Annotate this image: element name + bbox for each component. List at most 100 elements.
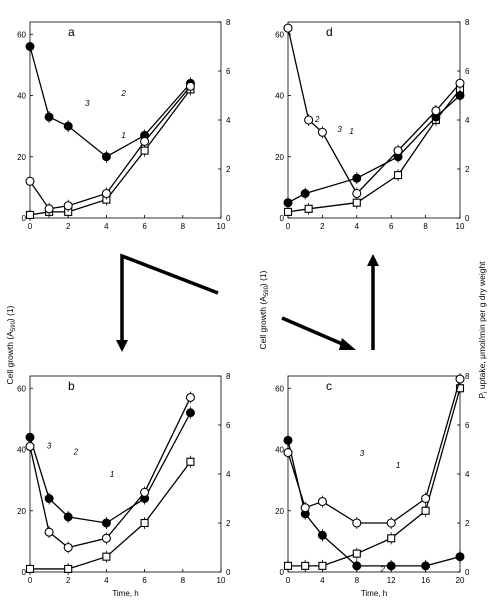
data-point bbox=[283, 23, 293, 33]
data-point bbox=[317, 530, 327, 540]
y-tick-label: 40 bbox=[17, 92, 26, 101]
y-right-tick-label: 2 bbox=[226, 165, 231, 174]
data-point bbox=[386, 518, 396, 528]
data-point bbox=[186, 457, 195, 466]
data-point bbox=[25, 42, 35, 51]
y-right-tick-label: 2 bbox=[226, 519, 231, 528]
x-tick-label: 6 bbox=[142, 576, 147, 585]
y-tick-label: 20 bbox=[17, 153, 26, 162]
series-2 bbox=[283, 434, 465, 572]
y-right-tick-label: 4 bbox=[226, 116, 231, 125]
data-point bbox=[352, 173, 362, 183]
x-tick-label: 16 bbox=[421, 576, 430, 585]
curve-label: 3 bbox=[47, 441, 52, 450]
curve-label: 1 bbox=[110, 470, 114, 479]
y-tick-label: 60 bbox=[275, 384, 284, 393]
data-point bbox=[421, 561, 431, 571]
panel-label: a bbox=[68, 25, 75, 39]
x-tick-label: 0 bbox=[286, 576, 291, 585]
y-tick-label: 60 bbox=[275, 30, 284, 39]
data-point bbox=[185, 408, 195, 418]
y-right-tick-label: 8 bbox=[226, 18, 231, 27]
y-right-tick-label: 8 bbox=[226, 372, 231, 381]
series-2 bbox=[25, 40, 195, 163]
x-tick-label: 4 bbox=[355, 222, 360, 231]
series-line bbox=[29, 46, 191, 158]
y-right-tick-label: 6 bbox=[226, 421, 231, 430]
x-tick-label: 0 bbox=[28, 576, 33, 585]
series-line bbox=[29, 397, 192, 549]
x-tick-label: 0 bbox=[286, 222, 291, 231]
y-tick-label: 20 bbox=[17, 507, 26, 516]
data-point bbox=[283, 448, 293, 458]
x-tick-label: 10 bbox=[217, 222, 226, 231]
y-right-tick-label: 6 bbox=[465, 67, 470, 76]
y-right-tick-label: 0 bbox=[226, 568, 231, 577]
series-line bbox=[29, 85, 191, 210]
series-1 bbox=[283, 382, 465, 572]
panel-label: d bbox=[326, 25, 333, 39]
y-tick-label: 0 bbox=[280, 214, 285, 223]
series-line bbox=[29, 412, 192, 524]
x-tick-label: 0 bbox=[28, 222, 33, 231]
data-point bbox=[63, 201, 73, 211]
x-tick-label: 20 bbox=[456, 576, 465, 585]
y-right-tick-label: 2 bbox=[465, 165, 470, 174]
data-point bbox=[44, 204, 54, 214]
x-tick-label: 8 bbox=[181, 222, 186, 231]
x-tick-label: 6 bbox=[389, 222, 394, 231]
y-tick-label: 0 bbox=[22, 568, 27, 577]
y-tick-label: 20 bbox=[275, 153, 284, 162]
y-right-tick-label: 6 bbox=[465, 421, 470, 430]
curve-label: 1 bbox=[121, 131, 125, 140]
plot-frame bbox=[29, 21, 222, 219]
data-point bbox=[44, 527, 54, 537]
arrow-to-b-head bbox=[116, 340, 128, 352]
y-tick-label: 40 bbox=[17, 446, 26, 455]
data-point bbox=[63, 121, 73, 131]
y-tick-label: 60 bbox=[17, 384, 26, 393]
series-1 bbox=[283, 83, 465, 218]
data-point bbox=[352, 198, 361, 207]
arrow-to-c bbox=[281, 316, 348, 348]
data-point bbox=[455, 91, 465, 100]
data-point bbox=[300, 503, 310, 513]
x-tick-label: 10 bbox=[456, 222, 465, 231]
series-line bbox=[288, 388, 461, 567]
data-point bbox=[140, 136, 150, 146]
y-tick-label: 0 bbox=[280, 568, 285, 577]
data-point bbox=[283, 561, 293, 570]
data-point bbox=[25, 210, 35, 219]
data-point bbox=[102, 552, 111, 561]
series-2 bbox=[25, 406, 195, 529]
data-point bbox=[300, 189, 310, 198]
data-point bbox=[421, 493, 431, 504]
x-tick-label: 8 bbox=[355, 576, 360, 585]
curve-label: 1 bbox=[349, 127, 353, 136]
y-tick-label: 60 bbox=[17, 30, 26, 39]
data-point bbox=[455, 78, 465, 88]
y-right-tick-label: 4 bbox=[226, 470, 231, 479]
data-point bbox=[101, 152, 111, 162]
x-tick-label: 4 bbox=[320, 576, 325, 585]
curve-label: 1 bbox=[396, 461, 400, 470]
y-axis-label-middle: Cell growth (A590) (1) bbox=[258, 270, 270, 349]
data-point bbox=[352, 561, 362, 571]
series-line bbox=[287, 440, 461, 567]
data-point bbox=[63, 512, 73, 522]
arrow-to-b bbox=[120, 253, 219, 345]
series-1 bbox=[25, 455, 195, 575]
data-point bbox=[304, 115, 314, 125]
y-right-tick-label: 4 bbox=[465, 470, 470, 479]
data-point bbox=[64, 564, 73, 573]
data-point bbox=[431, 106, 441, 116]
data-point bbox=[317, 127, 327, 137]
data-point bbox=[63, 542, 73, 553]
x-tick-label: 2 bbox=[66, 576, 71, 585]
series-3 bbox=[25, 391, 195, 554]
y-tick-label: 20 bbox=[275, 507, 284, 516]
